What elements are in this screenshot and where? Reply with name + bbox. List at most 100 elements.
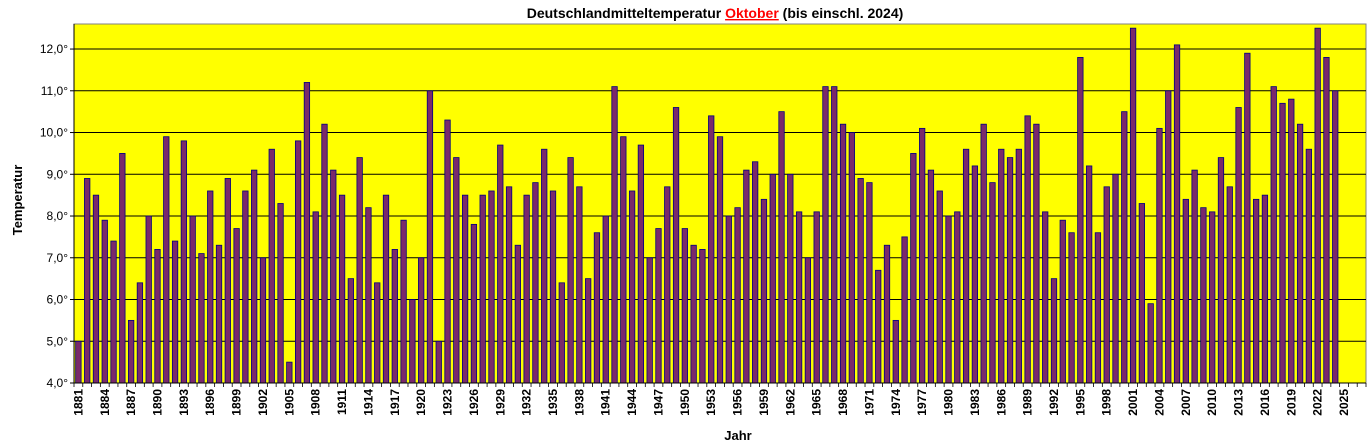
bar-1981 [954, 211, 961, 384]
x-tick-label: 1980 [942, 389, 956, 416]
y-tick-label: 11,0° [41, 84, 68, 98]
bar-1983 [971, 165, 979, 384]
bar-1891 [163, 136, 170, 384]
bar-1987 [1006, 157, 1014, 384]
bar-1902 [259, 257, 267, 384]
bar-1970 [857, 178, 864, 384]
bar-1971 [866, 182, 873, 384]
x-tick-label: 1968 [836, 389, 850, 416]
bar-1982 [962, 148, 970, 384]
bar-1940 [593, 232, 601, 384]
bar-1959 [760, 198, 768, 384]
bar-1954 [716, 136, 724, 384]
bar-1972 [875, 269, 882, 384]
x-tick-label: 1932 [520, 389, 534, 416]
y-tick-label: 12,0° [40, 42, 68, 56]
y-tick-label: 6,0° [47, 293, 69, 307]
bar-1960 [769, 173, 776, 384]
bar-1922 [435, 340, 442, 384]
bar-1916 [382, 194, 390, 384]
bar-1975 [901, 236, 908, 384]
y-tick-label: 8,0° [47, 209, 69, 223]
bar-2014 [1244, 52, 1251, 384]
x-tick-label: 1977 [915, 389, 929, 416]
bar-1935 [549, 190, 557, 384]
bar-2005 [1165, 90, 1172, 384]
x-tick-label: 1995 [1073, 389, 1087, 416]
x-tick-label: 1989 [1021, 389, 1035, 416]
bar-1937 [567, 157, 574, 384]
bar-1925 [461, 194, 469, 384]
bar-1934 [541, 148, 548, 384]
y-tick-label: 10,0° [40, 126, 68, 140]
x-tick-label: 1920 [414, 389, 428, 416]
bar-1917 [391, 249, 398, 384]
x-tick-label: 1947 [652, 389, 666, 416]
bar-1995 [1077, 57, 1084, 384]
bar-1964 [804, 257, 812, 384]
x-tick-label: 1884 [98, 389, 112, 416]
bar-1914 [365, 207, 372, 384]
bar-1945 [637, 144, 645, 384]
bar-1909 [321, 123, 328, 384]
bar-1930 [505, 186, 513, 384]
bar-1907 [303, 82, 311, 384]
bar-1963 [795, 211, 803, 384]
bar-1965 [813, 211, 820, 384]
bar-1896 [207, 190, 214, 384]
bar-2024 [1332, 90, 1339, 384]
x-tick-label: 1944 [625, 389, 639, 416]
x-tick-label: 1953 [704, 389, 718, 416]
bar-1890 [154, 249, 161, 384]
x-tick-label: 1905 [282, 389, 296, 416]
bar-1888 [136, 282, 144, 384]
bar-1953 [708, 115, 715, 384]
x-tick-label: 1899 [230, 389, 244, 416]
bar-1977 [919, 127, 926, 384]
y-tick-label: 9,0° [47, 167, 69, 181]
x-axis: 1881 1884 1887 1890 1893 1896 1899 1902 1905 1908… [71, 382, 1367, 416]
bar-1948 [664, 186, 671, 384]
bar-1900 [242, 190, 249, 384]
bar-2003 [1147, 303, 1154, 384]
bar-1893 [180, 140, 187, 384]
bar-2006 [1173, 44, 1181, 384]
bar-2010 [1209, 211, 1216, 384]
bar-1988 [1015, 148, 1022, 384]
x-tick-label: 2013 [1232, 389, 1246, 416]
bar-2019 [1288, 98, 1295, 384]
bar-1919 [409, 299, 416, 384]
x-tick-label: 1881 [71, 389, 85, 416]
x-tick-label: 1956 [731, 389, 745, 416]
bar-2016 [1261, 194, 1269, 384]
bar-1939 [585, 278, 592, 384]
bar-1980 [945, 215, 952, 384]
bar-1898 [224, 178, 231, 384]
x-tick-label: 2010 [1205, 389, 1219, 416]
x-tick-label: 2016 [1258, 389, 1272, 416]
y-tick-label: 7,0° [47, 251, 69, 265]
x-tick-label: 1983 [968, 389, 982, 416]
bar-2021 [1305, 148, 1313, 384]
bar-1969 [848, 132, 855, 384]
bar-1973 [883, 244, 891, 384]
bar-1927 [479, 194, 486, 384]
bar-1958 [752, 161, 759, 384]
bar-2018 [1279, 102, 1286, 384]
bar-1955 [725, 215, 732, 384]
x-tick-label: 2019 [1284, 389, 1298, 416]
bar-1992 [1050, 278, 1058, 384]
x-tick-label: 1917 [388, 389, 402, 416]
bar-2001 [1129, 27, 1137, 384]
bar-1952 [699, 249, 706, 384]
bar-1961 [778, 111, 785, 384]
bar-1962 [787, 173, 794, 384]
x-tick-label: 2022 [1311, 389, 1325, 416]
bar-1949 [672, 107, 680, 384]
bar-1899 [233, 228, 240, 384]
bar-1911 [338, 194, 346, 384]
bar-1901 [251, 169, 258, 384]
bar-1956 [734, 207, 741, 384]
bar-2000 [1121, 111, 1128, 384]
